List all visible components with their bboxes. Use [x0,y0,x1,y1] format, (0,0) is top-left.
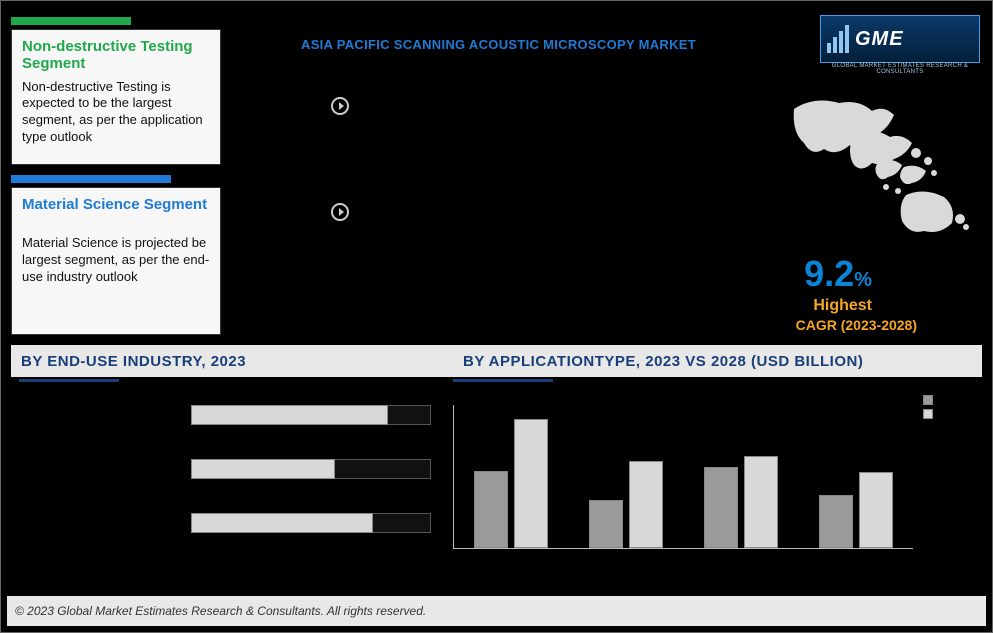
underline-right [453,379,553,382]
hbar-fill [191,459,335,479]
hbar-fill [191,405,388,425]
vbar-plot-area [453,405,913,549]
vbar-series-a [474,471,508,548]
cagr-label-highest: Highest [813,297,872,315]
card1-accent-bar [11,17,131,25]
footer-bar: © 2023 Global Market Estimates Research … [7,596,986,626]
hbar-track [191,513,431,533]
underline-left [19,379,119,382]
hbar-row [11,395,431,435]
legend-swatch [923,395,933,405]
section-title-enduse: BY END-USE INDUSTRY, 2023 [21,353,246,370]
vbar-series-a [589,500,623,548]
apac-map [784,91,974,241]
section-title-apptype: BY APPLICATIONTYPE, 2023 VS 2028 (USD BI… [463,353,863,370]
vbar-series-a [819,495,853,548]
card-material-science: Material Science Segment Material Scienc… [11,187,221,335]
vbar-series-b [514,419,548,548]
card1-title: Non-destructive Testing Segment [22,38,210,73]
vbar-group [698,456,784,548]
vbar-series-b [629,461,663,548]
card2-title: Material Science Segment [22,196,210,213]
card2-body: Material Science is projected be largest… [22,235,210,286]
vbar-series-a [704,467,738,548]
hbar-row [11,503,431,543]
hbar-track [191,459,431,479]
cagr-value: 9.2% [804,253,872,295]
enduse-bar-chart [11,395,431,585]
infographic-canvas: Non-destructive Testing Segment Non-dest… [0,0,993,633]
legend-item [923,395,937,405]
section-header-bar: BY END-USE INDUSTRY, 2023 BY APPLICATION… [11,345,982,377]
cagr-label-period: CAGR (2023-2028) [796,317,917,333]
hbar-remainder [335,459,431,479]
main-title: ASIA PACIFIC SCANNING ACOUSTIC MICROSCOP… [301,37,696,52]
vbar-series-b [859,472,893,548]
gme-logo: GME [820,15,980,63]
logo-subtitle: GLOBAL MARKET ESTIMATES RESEARCH & CONSU… [820,63,980,75]
hbar-fill [191,513,373,533]
apptype-bar-chart [443,395,943,575]
bullet-icon [331,203,349,221]
cagr-number: 9.2 [804,253,854,294]
card1-body: Non-destructive Testing is expected to b… [22,79,210,147]
vbar-group [583,461,669,548]
card-ndt-segment: Non-destructive Testing Segment Non-dest… [11,29,221,165]
logo-text: GME [855,28,904,51]
legend-item [923,409,937,419]
hbar-track [191,405,431,425]
vbar-series-b [744,456,778,548]
cagr-percent-sign: % [854,269,872,291]
hbar-row [11,449,431,489]
legend-swatch [923,409,933,419]
vbar-group [468,419,554,548]
hbar-remainder [373,513,431,533]
chart-legend [923,395,937,423]
hbar-remainder [388,405,431,425]
logo-bars-icon [827,25,849,53]
copyright-text: © 2023 Global Market Estimates Research … [15,604,426,618]
vbar-group [813,472,899,548]
card2-accent-bar [11,175,171,183]
bullet-icon [331,97,349,115]
